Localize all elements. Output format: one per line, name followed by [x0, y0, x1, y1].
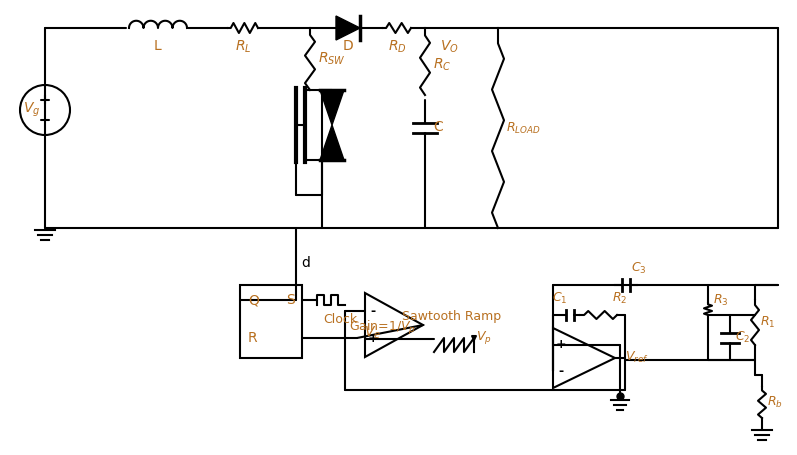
Polygon shape	[336, 16, 360, 40]
Text: $R_b$: $R_b$	[767, 394, 783, 410]
Text: R: R	[248, 331, 257, 345]
Text: $R_{LOAD}$: $R_{LOAD}$	[506, 121, 540, 136]
Text: Clock: Clock	[323, 313, 357, 326]
Text: Q: Q	[248, 293, 259, 307]
Text: -: -	[371, 304, 375, 318]
Text: -: -	[559, 364, 563, 378]
Polygon shape	[320, 125, 344, 160]
Text: S: S	[286, 293, 295, 307]
Text: $R_D$: $R_D$	[387, 39, 406, 56]
Text: +: +	[367, 333, 379, 345]
Text: $C_2$: $C_2$	[735, 329, 750, 344]
Text: $R_2$: $R_2$	[612, 291, 627, 306]
Text: L: L	[154, 39, 162, 53]
Text: $V_g$: $V_g$	[22, 101, 40, 119]
Polygon shape	[320, 90, 344, 125]
Text: $R_{SW}$: $R_{SW}$	[318, 51, 346, 67]
Text: $C_1$: $C_1$	[552, 291, 567, 306]
Text: $V_O$: $V_O$	[440, 39, 459, 56]
Text: d: d	[301, 256, 310, 270]
Text: $V_e$: $V_e$	[364, 325, 382, 341]
Bar	[240, 285, 302, 358]
Text: $R_L$: $R_L$	[235, 39, 251, 56]
Text: $R_C$: $R_C$	[433, 57, 451, 73]
Text: $R_1$: $R_1$	[760, 314, 775, 329]
Text: $V_p$: $V_p$	[476, 329, 492, 345]
Text: +: +	[556, 339, 567, 352]
Text: $C_3$: $C_3$	[631, 261, 646, 276]
Text: D: D	[343, 39, 353, 53]
Text: Gain=1/$V_p$: Gain=1/$V_p$	[349, 319, 417, 337]
Text: $R_3$: $R_3$	[713, 293, 728, 308]
Text: C: C	[433, 120, 443, 134]
Text: Sawtooth Ramp: Sawtooth Ramp	[402, 310, 501, 323]
Text: $V_{ref}$: $V_{ref}$	[625, 349, 649, 364]
